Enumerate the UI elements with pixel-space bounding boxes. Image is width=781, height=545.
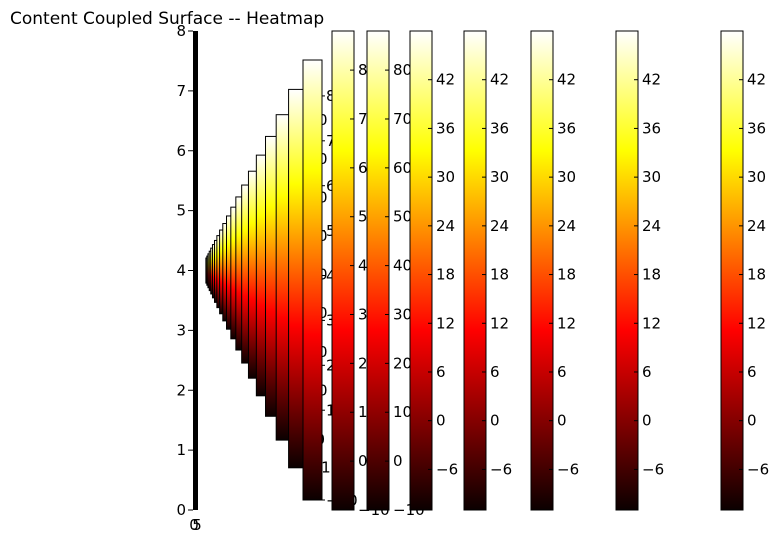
large-colorbar-label: −6	[557, 460, 579, 478]
large-colorbar-label: 24	[747, 217, 766, 235]
y-tick-label: 5	[176, 202, 186, 220]
large-colorbar-label: 18	[747, 266, 766, 284]
large-colorbar-label: 6	[557, 363, 567, 381]
y-tick-label: 8	[176, 22, 186, 40]
large-colorbar-label: 20	[393, 354, 412, 372]
large-colorbar-label: 36	[747, 119, 766, 137]
large-colorbar-label: 30	[393, 305, 412, 323]
large-colorbar: 42 36 30 24 18 12 6 0 −6	[615, 30, 664, 511]
large-colorbar-label: 0	[393, 452, 403, 470]
y-tick-label: 4	[176, 262, 186, 280]
large-colorbar-label: 36	[642, 119, 661, 137]
large-colorbar-label: 18	[436, 266, 455, 284]
large-colorbar-label: 36	[557, 119, 576, 137]
large-colorbar-label: 12	[642, 314, 661, 332]
large-colorbar-label: 0	[358, 452, 368, 470]
large-colorbar-label: 30	[557, 168, 576, 186]
large-colorbar-label: −6	[747, 460, 769, 478]
large-colorbar: 42 36 30 24 18 12 6 0 −6	[720, 30, 769, 511]
large-colorbar-fill	[463, 30, 487, 511]
x-tick-label: 5	[192, 516, 202, 534]
large-colorbar-label: 12	[747, 314, 766, 332]
large-colorbar-label: 12	[557, 314, 576, 332]
chart-title: Content Coupled Surface -- Heatmap	[10, 9, 324, 29]
large-colorbar-label: 42	[490, 71, 509, 89]
large-colorbar-label: 36	[436, 119, 455, 137]
large-colorbar-label: 24	[642, 217, 661, 235]
large-colorbar-label: 18	[642, 266, 661, 284]
large-colorbar: 42 36 30 24 18 12 6 0 −6	[409, 30, 458, 511]
large-colorbar: 42 36 30 24 18 12 6 0 −6	[463, 30, 512, 511]
large-colorbar-label: 42	[642, 71, 661, 89]
large-colorbar-label: 42	[747, 71, 766, 89]
large-colorbar-label: 18	[557, 266, 576, 284]
large-colorbar-label: 40	[393, 257, 412, 275]
large-colorbar-fill	[366, 30, 390, 511]
large-colorbar-label: 0	[747, 412, 757, 430]
large-colorbar-label: 30	[747, 168, 766, 186]
large-colorbar-label: 30	[490, 168, 509, 186]
large-colorbar-label: −6	[642, 460, 664, 478]
large-colorbar-label: 6	[747, 363, 757, 381]
large-colorbar-label: −6	[490, 460, 512, 478]
large-colorbar-label: 10	[393, 403, 412, 421]
main-axis-spine	[193, 31, 198, 510]
large-colorbar-label: 80	[393, 61, 412, 79]
large-colorbar-label: 12	[490, 314, 509, 332]
y-tick-label: 2	[176, 381, 186, 399]
large-colorbar-label: 6	[642, 363, 652, 381]
large-colorbar-label: 42	[436, 71, 455, 89]
large-colorbar-fill	[409, 30, 433, 511]
large-colorbar-label: 6	[436, 363, 446, 381]
large-colorbar-label: 0	[436, 412, 446, 430]
large-colorbar-label: 24	[490, 217, 509, 235]
large-colorbar-label: 0	[490, 412, 500, 430]
large-colorbar-label: 6	[490, 363, 500, 381]
large-colorbar-label: 70	[393, 110, 412, 128]
large-colorbar-label: 50	[393, 208, 412, 226]
y-tick-label: 6	[176, 142, 186, 160]
large-colorbar-label: 0	[642, 412, 652, 430]
y-tick-label: 1	[176, 441, 186, 459]
nested-colorbars: 8070605040302010−108070605040302010−1080…	[205, 59, 358, 509]
y-tick-label: 7	[176, 82, 186, 100]
large-colorbar: 42 36 30 24 18 12 6 0 −6	[530, 30, 579, 511]
large-colorbar-label: 24	[436, 217, 455, 235]
large-colorbar-fill	[615, 30, 639, 511]
large-colorbar-label: 24	[557, 217, 576, 235]
large-colorbar-fill	[530, 30, 554, 511]
x-tick-label: 0	[189, 516, 199, 534]
nested-colorbar-fill	[288, 88, 306, 469]
large-colorbar-label: 0	[557, 412, 567, 430]
large-colorbar-label: −6	[436, 460, 458, 478]
large-colorbar-label: 36	[490, 119, 509, 137]
large-colorbars: 80706050403020100−1080706050403020100−10…	[331, 30, 769, 519]
large-colorbar-label: 18	[490, 266, 509, 284]
y-tick-label: 3	[176, 321, 186, 339]
nested-colorbar-fill	[302, 59, 323, 501]
large-colorbar-label: 12	[436, 314, 455, 332]
large-colorbar-label: 60	[393, 159, 412, 177]
large-colorbar-label: 42	[557, 71, 576, 89]
large-colorbar-fill	[331, 30, 355, 511]
y-tick-label: 0	[176, 501, 186, 519]
large-colorbar-fill	[720, 30, 744, 511]
large-colorbar-label: 30	[436, 168, 455, 186]
large-colorbar-label: 30	[642, 168, 661, 186]
